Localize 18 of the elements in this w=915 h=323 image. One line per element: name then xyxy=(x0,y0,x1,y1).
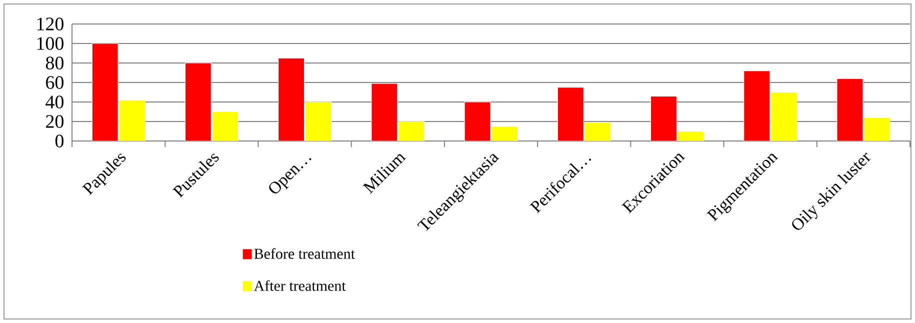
bar xyxy=(650,96,678,141)
legend-label: Before treatment xyxy=(254,248,355,259)
bar xyxy=(92,43,118,141)
bar xyxy=(464,102,491,141)
y-tick-label: 40 xyxy=(46,96,64,108)
bar xyxy=(836,78,864,141)
bar xyxy=(744,70,770,141)
bar xyxy=(184,62,212,141)
y-tick-label: 60 xyxy=(46,76,64,89)
bar xyxy=(371,83,398,141)
bar xyxy=(278,58,305,141)
y-tick-label: 100 xyxy=(37,37,64,50)
bar xyxy=(557,87,584,141)
y-tick-label: 120 xyxy=(37,18,64,30)
y-tick-label: 20 xyxy=(46,115,64,128)
y-tick-label: 80 xyxy=(46,56,64,70)
legend-label: After treatment xyxy=(254,280,346,291)
y-tick-label: 0 xyxy=(55,134,64,148)
